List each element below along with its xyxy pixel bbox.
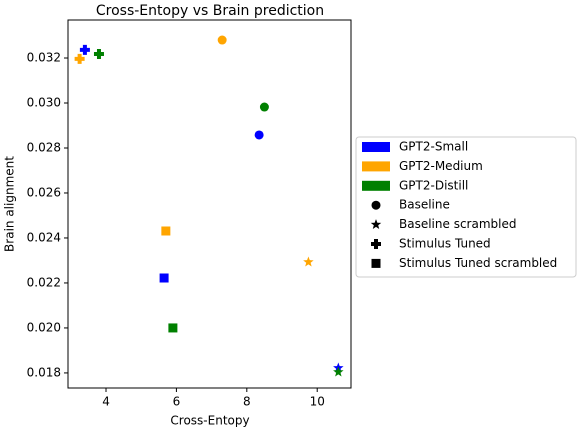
point (93, 48, 104, 59)
y-tick-label: 0.020 (27, 320, 61, 334)
point (303, 256, 314, 267)
x-tick-label: 4 (102, 395, 110, 409)
y-tick-label: 0.022 (27, 275, 61, 289)
y-tick-label: 0.026 (27, 185, 61, 199)
legend-marker (371, 258, 381, 268)
legend-label: Baseline scrambled (399, 217, 516, 231)
legend-label: Stimulus Tuned scrambled (399, 256, 557, 270)
legend-label: GPT2-Distill (399, 178, 468, 192)
legend-label: Baseline (399, 198, 450, 212)
y-axis-label: Brain alignment (3, 156, 17, 252)
legend-swatch (362, 161, 390, 172)
point (161, 226, 171, 236)
y-tick-label: 0.028 (27, 140, 61, 154)
chart-title: Cross-Entopy vs Brain prediction (96, 3, 324, 19)
y-tick-label: 0.030 (27, 96, 61, 110)
x-tick-label: 10 (310, 395, 325, 409)
point (74, 53, 85, 64)
legend-marker (370, 219, 382, 230)
point (168, 323, 178, 333)
legend-swatch (362, 180, 390, 191)
point (254, 130, 264, 140)
legend-label: GPT2-Small (399, 140, 468, 154)
y-tick-label: 0.024 (27, 230, 61, 244)
x-tick-label: 6 (173, 395, 181, 409)
legend-swatch (362, 142, 390, 152)
legend-label: GPT2-Medium (399, 159, 483, 173)
x-tick-label: 8 (243, 395, 251, 409)
legend-label: Stimulus Tuned (399, 237, 491, 251)
point (333, 366, 344, 377)
legend-box (355, 136, 577, 278)
legend-marker (371, 200, 381, 210)
point (79, 44, 90, 55)
legend-marker (371, 239, 381, 249)
plot-frame (67, 19, 352, 389)
point (159, 273, 169, 283)
y-tick-label: 0.032 (27, 51, 61, 65)
y-tick-label: 0.018 (27, 365, 61, 379)
x-axis-label: Cross-Entopy (170, 414, 249, 428)
point (259, 102, 269, 112)
point (217, 35, 227, 45)
